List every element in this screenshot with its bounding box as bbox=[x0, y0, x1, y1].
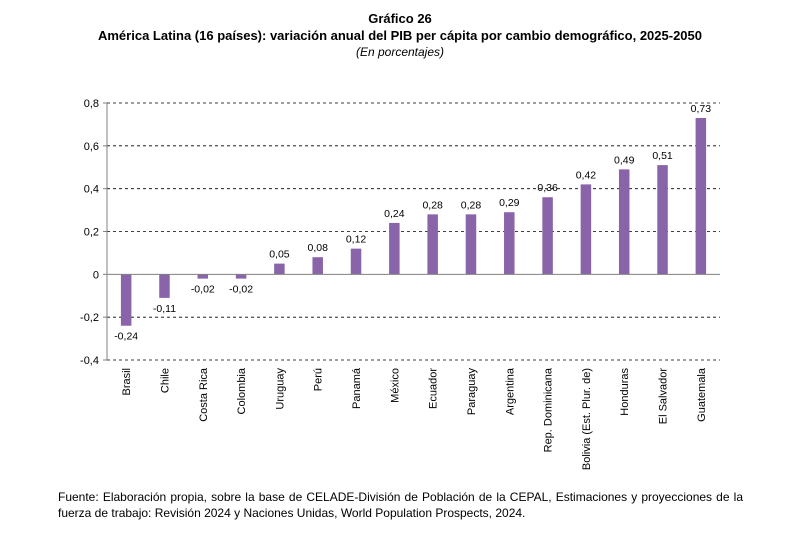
bar bbox=[159, 274, 170, 298]
data-label: 0,08 bbox=[308, 242, 329, 254]
y-tick-label: -0,2 bbox=[80, 312, 99, 324]
chart-subtitle: América Latina (16 países): variación an… bbox=[97, 28, 702, 43]
x-tick-label: México bbox=[389, 368, 401, 403]
y-tick-label: 0,2 bbox=[84, 227, 99, 239]
data-label: -0,11 bbox=[153, 303, 176, 315]
x-tick-label: Ecuador bbox=[428, 368, 440, 409]
bar bbox=[657, 165, 668, 275]
x-tick-label: Brasil bbox=[121, 368, 133, 396]
y-tick-label: 0 bbox=[93, 269, 99, 281]
x-tick-label: Costa Rica bbox=[198, 367, 210, 422]
data-label: 0,73 bbox=[691, 103, 712, 115]
bar bbox=[465, 214, 477, 275]
x-tick-label: Honduras bbox=[619, 368, 631, 416]
data-label: 0,12 bbox=[346, 234, 367, 246]
chart-units: (En porcentajes) bbox=[355, 45, 445, 59]
bar bbox=[580, 184, 592, 275]
x-tick-label: Paraguay bbox=[466, 368, 478, 416]
data-label: 0,28 bbox=[422, 199, 443, 211]
data-label: 0,51 bbox=[652, 150, 673, 162]
y-tick-label: 0,4 bbox=[84, 184, 99, 196]
bar bbox=[312, 257, 323, 275]
bar bbox=[274, 263, 285, 275]
bar bbox=[389, 222, 400, 275]
bar bbox=[542, 197, 553, 275]
x-tick-label: Perú bbox=[313, 368, 325, 391]
bar bbox=[197, 274, 209, 279]
data-label: -0,02 bbox=[229, 284, 253, 296]
x-tick-label: Panamá bbox=[351, 367, 363, 409]
data-label: 0,05 bbox=[269, 249, 290, 261]
data-label: 0,28 bbox=[461, 199, 482, 211]
y-tick-label: 0,8 bbox=[84, 98, 99, 110]
bar bbox=[504, 212, 515, 275]
bar bbox=[427, 214, 438, 275]
x-tick-label: Colombia bbox=[236, 367, 248, 414]
y-tick-label: -0,4 bbox=[80, 355, 99, 367]
data-label: 0,29 bbox=[499, 197, 520, 209]
x-tick-label: Rep. Dominicana bbox=[543, 367, 555, 452]
chart-header: Gráfico 26 América Latina (16 países): v… bbox=[0, 10, 800, 60]
bar bbox=[350, 248, 362, 275]
chart-title: Gráfico 26 bbox=[368, 11, 432, 26]
y-tick-label: 0,6 bbox=[84, 141, 99, 153]
bar bbox=[120, 274, 132, 326]
bar bbox=[695, 117, 707, 275]
data-label: 0,36 bbox=[537, 182, 558, 194]
data-label: -0,24 bbox=[114, 331, 138, 343]
x-tick-label: Argentina bbox=[504, 367, 516, 415]
x-tick-label: El Salvador bbox=[658, 368, 670, 425]
bar bbox=[235, 274, 247, 279]
source-note: Fuente: Elaboración propia, sobre la bas… bbox=[58, 490, 743, 520]
x-tick-label: Chile bbox=[159, 368, 171, 393]
x-tick-label: Uruguay bbox=[274, 368, 286, 410]
x-tick-label: Bolivia (Est. Plur. de) bbox=[581, 368, 593, 470]
data-label: 0,42 bbox=[576, 169, 597, 181]
data-label: -0,02 bbox=[191, 284, 215, 296]
data-label: 0,24 bbox=[384, 208, 405, 220]
bar bbox=[618, 169, 630, 275]
x-tick-label: Guatemala bbox=[696, 367, 708, 422]
data-label: 0,49 bbox=[614, 154, 635, 166]
